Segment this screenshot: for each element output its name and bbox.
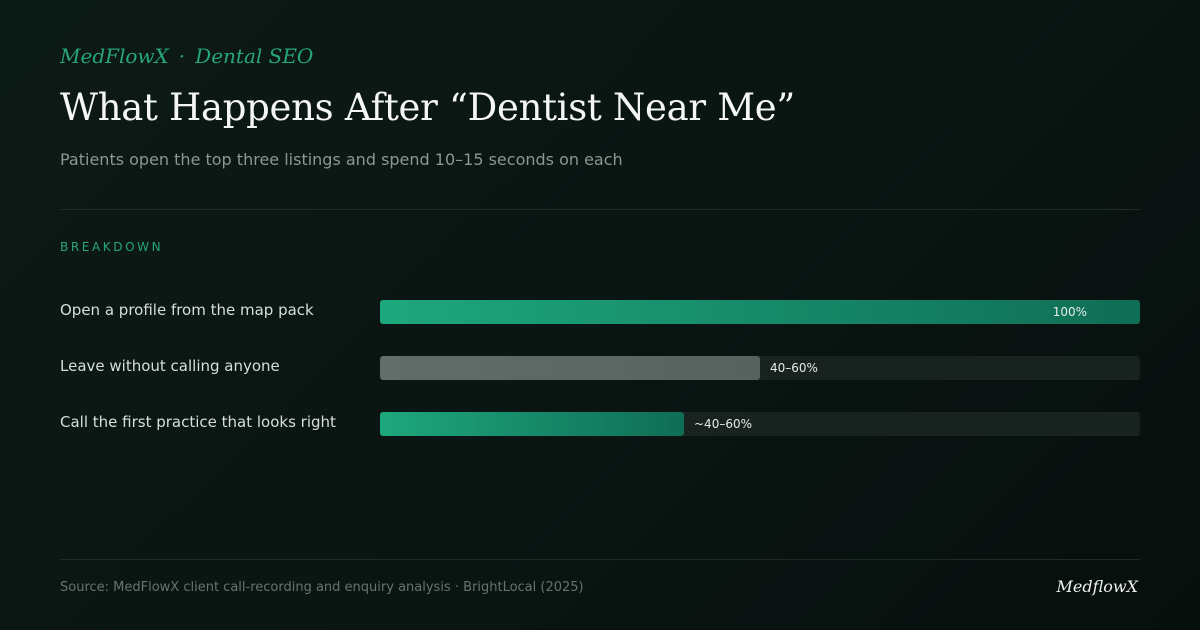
- bar-category-label: Leave without calling anyone: [60, 357, 280, 375]
- kicker-brand: MedFlowX: [60, 44, 169, 68]
- bottom-divider: [60, 559, 1140, 560]
- bar-value-label: ~40–60%: [694, 417, 752, 431]
- bar-value-label: 100%: [1052, 305, 1087, 319]
- kicker-separator: ·: [178, 44, 186, 68]
- bar-value-label: 40–60%: [770, 361, 818, 375]
- bar-track: ~40–60%: [380, 412, 1140, 436]
- bar-track: 40–60%: [380, 356, 1140, 380]
- footer-source: Source: MedFlowX client call-recording a…: [60, 580, 584, 595]
- kicker-topic: Dental SEO: [195, 44, 314, 68]
- bar-row: Open a profile from the map pack 100%: [60, 300, 1140, 324]
- bar: [380, 300, 1140, 324]
- page-subtitle: Patients open the top three listings and…: [60, 150, 623, 169]
- footer-brand-logo: MedflowX: [1056, 577, 1138, 596]
- bar-row: Call the first practice that looks right…: [60, 412, 1140, 436]
- bar: [380, 412, 684, 436]
- page-title: What Happens After “Dentist Near Me”: [60, 86, 795, 129]
- section-label: BREAKDOWN: [60, 240, 164, 254]
- bar-chart: Open a profile from the map pack 100% Leav…: [60, 300, 1140, 468]
- bar-category-label: Call the first practice that looks right: [60, 413, 336, 431]
- bar-category-label: Open a profile from the map pack: [60, 301, 314, 319]
- bar-row: Leave without calling anyone 40–60%: [60, 356, 1140, 380]
- top-divider: [60, 209, 1140, 210]
- kicker: MedFlowX · Dental SEO: [60, 44, 313, 68]
- bar-track: 100%: [380, 300, 1140, 324]
- bar: [380, 356, 760, 380]
